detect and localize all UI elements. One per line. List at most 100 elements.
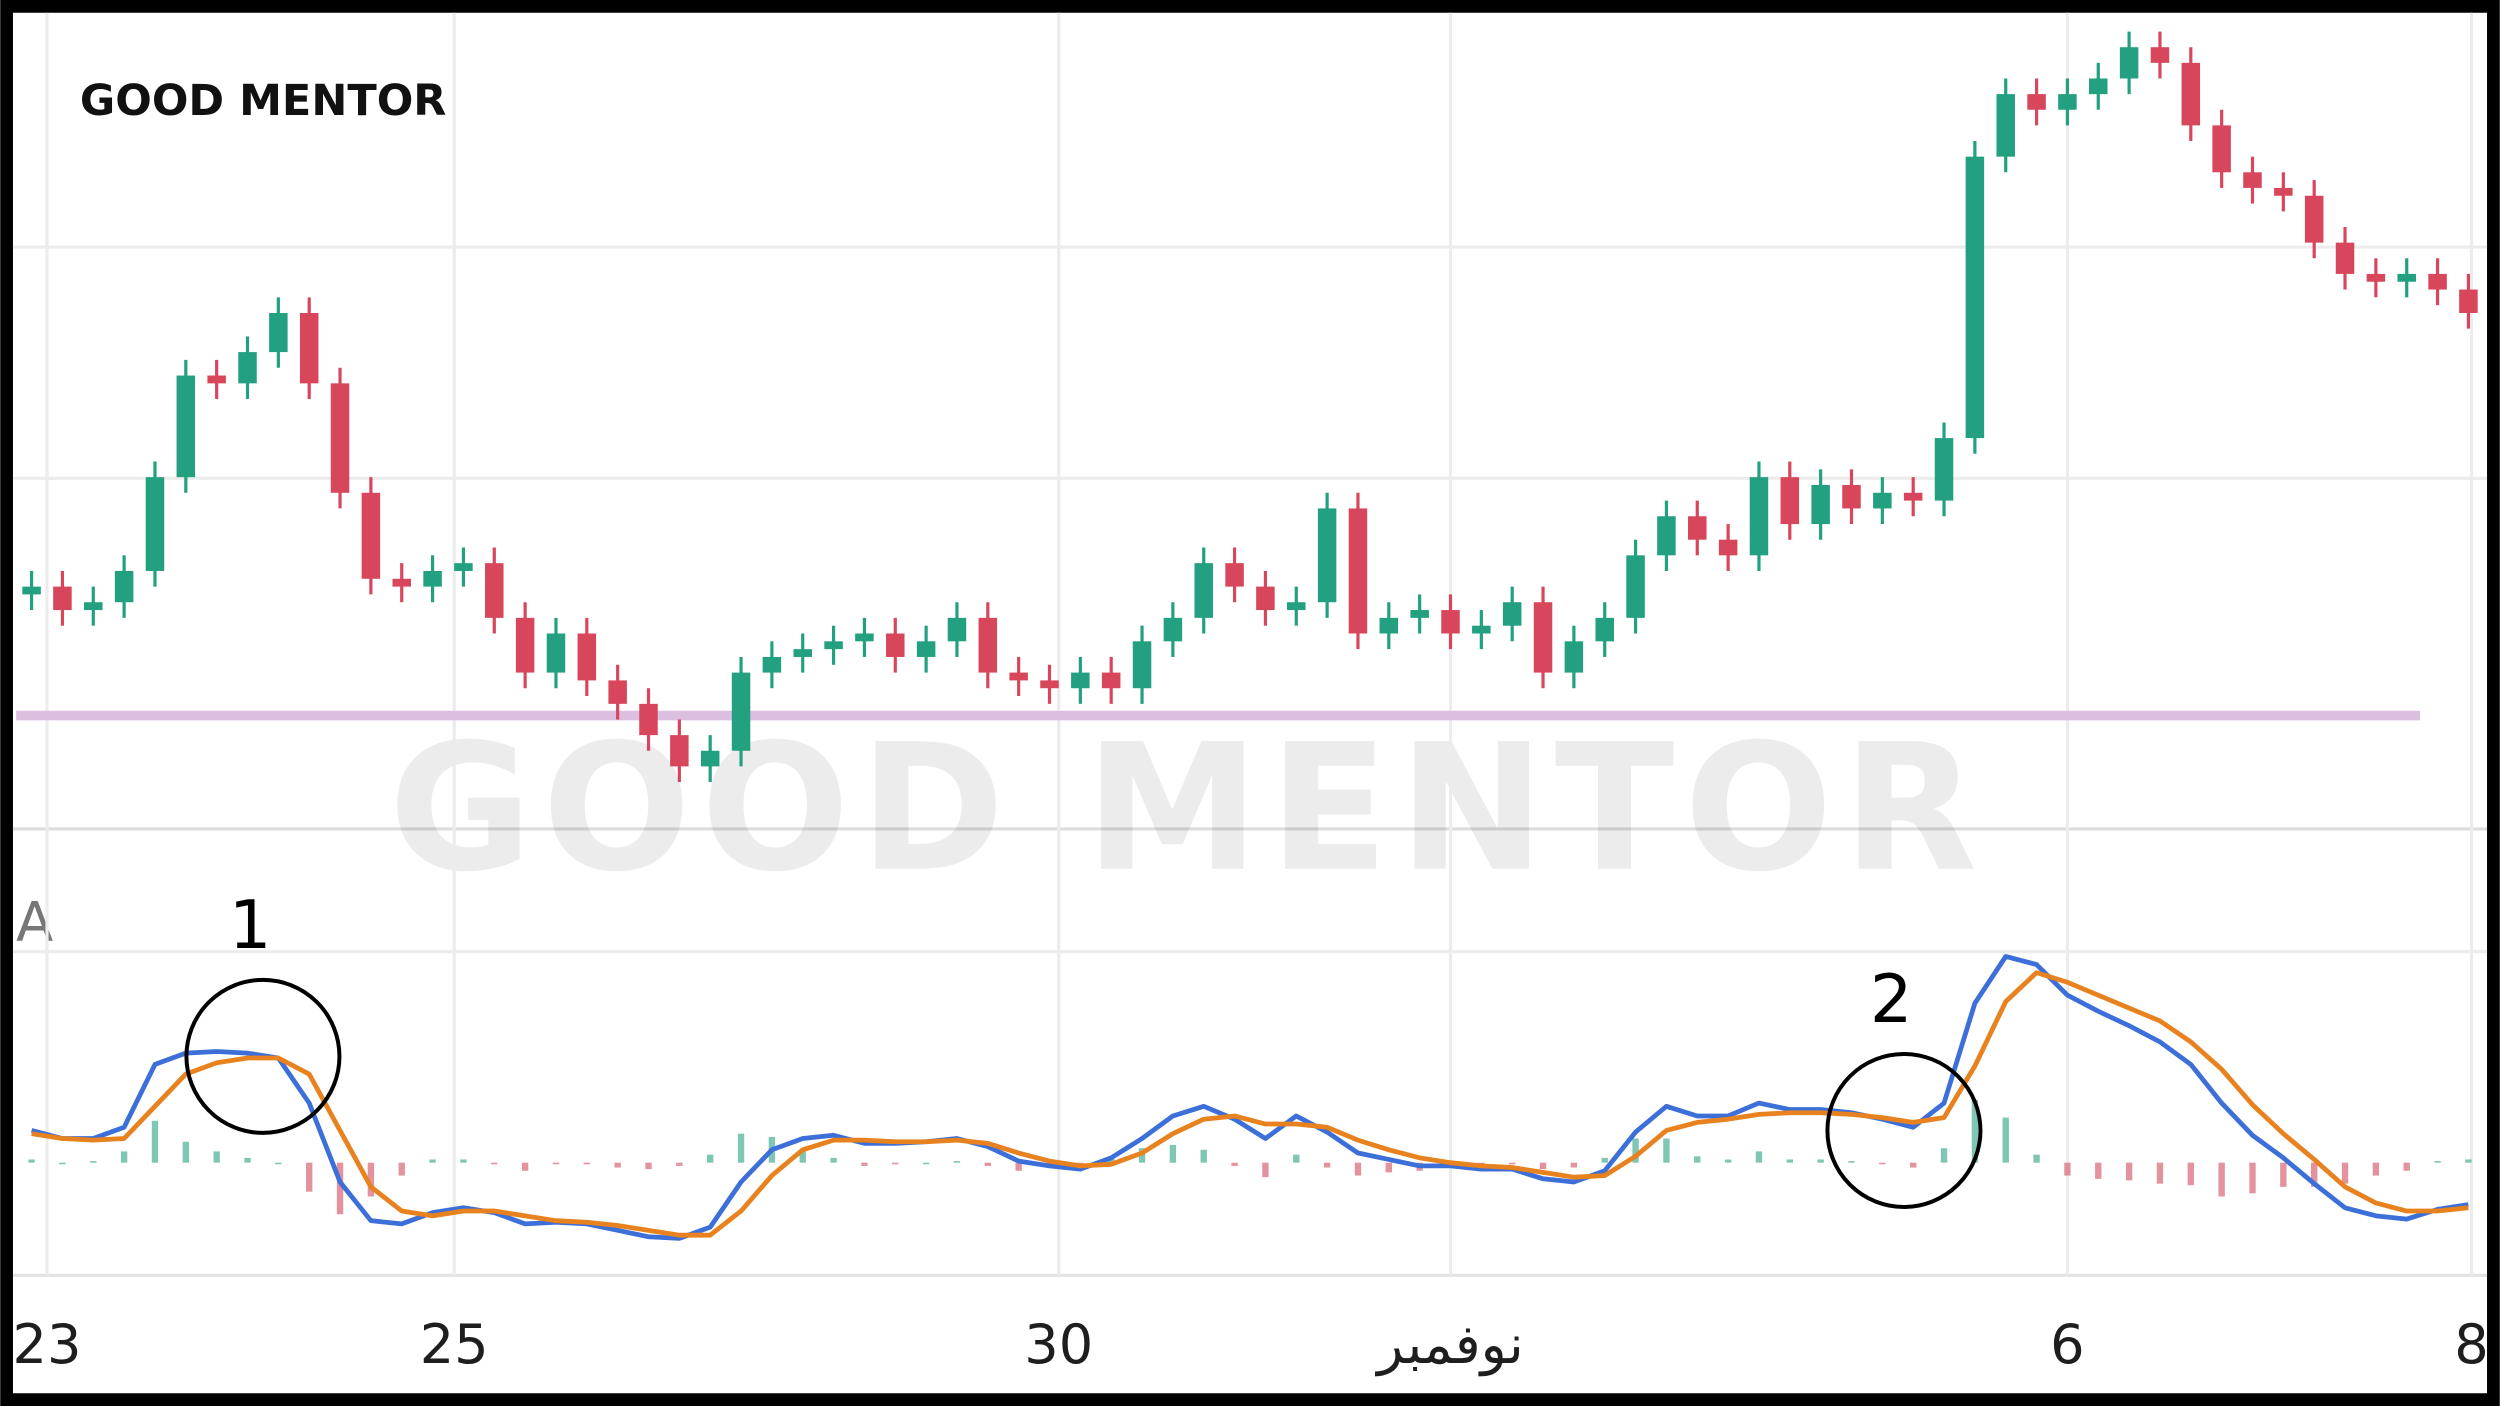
histogram-bar — [1879, 1162, 1886, 1165]
candle-body — [2089, 78, 2108, 95]
candle-body — [1317, 508, 1337, 603]
histogram-bar — [2403, 1162, 2410, 1171]
candle-body — [2459, 289, 2478, 313]
candle-body — [2027, 94, 2046, 110]
candle-body — [454, 563, 473, 571]
histogram-bar — [922, 1162, 930, 1165]
histogram-bar — [1817, 1159, 1824, 1163]
histogram-bar — [2434, 1161, 2441, 1163]
annotation-label: 2 — [1870, 960, 1913, 1038]
histogram-bar — [1940, 1148, 1948, 1163]
candle-body — [1472, 625, 1491, 634]
x-tick-label: نوفمبر — [1374, 1313, 1524, 1376]
histogram-bar — [2002, 1117, 2009, 1163]
histogram-bar — [1724, 1159, 1732, 1163]
histogram-bar — [799, 1151, 806, 1163]
histogram-bar — [861, 1162, 868, 1166]
histogram-bar — [336, 1162, 344, 1215]
candle-body — [2428, 273, 2447, 290]
histogram-bar — [2156, 1162, 2164, 1184]
candle-body — [392, 578, 411, 587]
candle-body — [1811, 484, 1830, 525]
histogram-bar — [1015, 1162, 1022, 1171]
candle-body — [546, 633, 566, 673]
x-tick-label: 30 — [1024, 1313, 1093, 1376]
candle-body — [207, 375, 226, 384]
candle-body — [1225, 563, 1244, 587]
histogram-bar — [1601, 1157, 1608, 1163]
candle-body — [145, 477, 165, 571]
histogram-bar — [1509, 1162, 1516, 1165]
histogram-bar — [120, 1151, 128, 1163]
candle-body — [2397, 273, 2416, 282]
candle-body — [793, 649, 812, 657]
candle-body — [1379, 617, 1399, 634]
candle-body — [2304, 195, 2324, 243]
candle-body — [114, 570, 134, 603]
candle-body — [1410, 610, 1429, 618]
histogram-bar — [2033, 1154, 2040, 1163]
candle-body — [2335, 242, 2355, 274]
histogram-bar — [830, 1157, 837, 1163]
annotation-label: 1 — [229, 886, 272, 964]
candle-body — [916, 641, 936, 657]
histogram-bar — [892, 1162, 899, 1165]
histogram-bar — [1323, 1162, 1331, 1168]
annotation-circle — [1825, 1051, 1983, 1209]
candle-body — [1688, 516, 1707, 540]
histogram-bar — [1385, 1162, 1392, 1173]
histogram-bar — [1755, 1151, 1763, 1163]
histogram-bar — [460, 1159, 467, 1163]
histogram-bar — [2187, 1162, 2194, 1186]
histogram-bar — [2064, 1162, 2071, 1176]
candle-body — [1256, 586, 1275, 611]
candle-body — [700, 750, 720, 767]
candle-body — [855, 633, 874, 642]
canvas — [12, 12, 2488, 1394]
histogram-bar — [1200, 1149, 1207, 1163]
candle-body — [238, 352, 257, 384]
candle-body — [1996, 94, 2015, 157]
histogram-bar — [213, 1151, 220, 1163]
candle-body — [2119, 47, 2139, 79]
histogram-bar — [2310, 1162, 2318, 1187]
candle-body — [2150, 47, 2170, 63]
candle-body — [2366, 273, 2386, 282]
candle-body — [1194, 563, 1213, 618]
candle-body — [1071, 672, 1090, 689]
logo: GOOD MENTOR — [80, 76, 446, 126]
candle-body — [1873, 492, 1892, 509]
histogram-bar — [1786, 1159, 1793, 1163]
histogram-bar — [2280, 1162, 2287, 1187]
candle-body — [1903, 492, 1923, 501]
histogram-bar — [1909, 1162, 1917, 1168]
annotation-circle — [184, 977, 342, 1135]
histogram-bar — [676, 1162, 683, 1166]
histogram-bar — [1694, 1156, 1701, 1163]
histogram-bar — [1663, 1138, 1670, 1163]
indicator-line — [31, 970, 2469, 1238]
x-tick-label: 6 — [2050, 1313, 2084, 1376]
candle-body — [269, 312, 288, 353]
candle-body — [1287, 602, 1306, 611]
candle-body — [1934, 438, 1954, 501]
candle-body — [1595, 617, 1614, 642]
histogram-bar — [521, 1162, 529, 1171]
candle-body — [2212, 125, 2231, 173]
grid — [12, 245, 2488, 1277]
histogram-bar — [737, 1133, 745, 1163]
candle-body — [1040, 680, 1059, 689]
candle-body — [947, 617, 967, 642]
candle-body — [1163, 617, 1183, 642]
histogram-bar — [2249, 1162, 2256, 1194]
histogram-bar — [1539, 1162, 1547, 1170]
histogram-bar — [1848, 1161, 1855, 1163]
histogram-bar — [1570, 1162, 1578, 1168]
candle-body — [2243, 172, 2262, 188]
histogram-bar — [645, 1162, 652, 1170]
histogram-bar — [90, 1161, 97, 1163]
x-tick-label: 25 — [420, 1313, 489, 1376]
candle-body — [485, 563, 504, 618]
